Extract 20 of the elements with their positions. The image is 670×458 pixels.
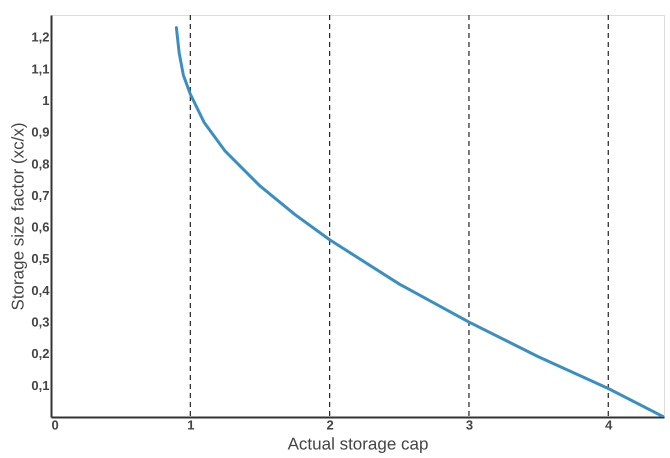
y-tick-label: 1	[42, 92, 50, 108]
x-tick-label: 1	[187, 418, 194, 432]
x-axis-title: Actual storage cap	[288, 434, 428, 454]
y-tick-label: 1,2	[31, 30, 50, 45]
x-tick-label: 3	[466, 418, 474, 432]
line-series	[174, 26, 664, 417]
y-tick-label: 0,4	[31, 282, 50, 298]
x-tick-label: 4	[605, 418, 614, 432]
y-tick-label: 0,7	[31, 188, 50, 203]
x-tick-label: 2	[326, 418, 334, 432]
y-tick-label: 0,2	[31, 346, 50, 362]
y-tick-label: 1,1	[31, 61, 50, 76]
y-axis-title: Storage size factor (xc/x)	[8, 122, 28, 311]
y-tick-label: 0,1	[31, 378, 50, 393]
y-tick-label: 0,9	[31, 124, 50, 140]
y-tick-label: 0,5	[31, 251, 50, 266]
y-tick-label: 0,3	[31, 314, 50, 330]
x-tick-label: 0	[52, 418, 59, 432]
y-tick-label: 0,8	[31, 156, 50, 172]
y-tick-label: 0,6	[31, 220, 50, 235]
